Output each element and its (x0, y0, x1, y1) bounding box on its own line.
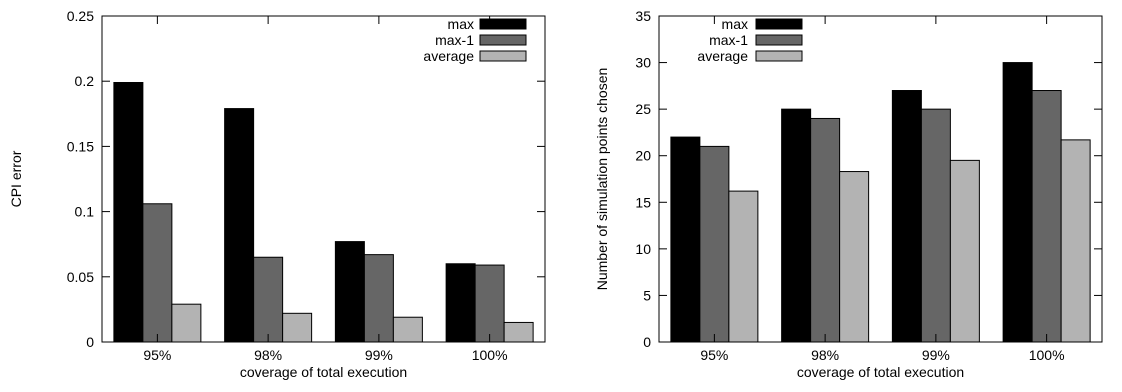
bar-average-99% (392, 316, 423, 343)
y-tick-label: 30 (635, 55, 651, 71)
legend-label-max-1: max-1 (435, 32, 474, 48)
y-axis-label: CPI error (8, 150, 24, 207)
legend-label-average: average (423, 48, 474, 64)
y-tick-label: 0 (86, 334, 94, 350)
bar-max-99% (891, 90, 922, 343)
bar-average-100% (503, 321, 534, 343)
bar-max-100% (445, 263, 476, 343)
bar-max-95% (670, 136, 701, 343)
bar-max-1-95% (699, 145, 730, 343)
legend-swatch-average (755, 50, 803, 62)
x-axis-label: coverage of total execution (240, 364, 407, 380)
y-tick-label: 20 (635, 148, 651, 164)
y-tick-label: 10 (635, 241, 651, 257)
x-axis-label: coverage of total execution (797, 364, 964, 380)
bar-max-1-99% (363, 254, 394, 343)
legend-swatch-average (479, 50, 527, 62)
bar-max-98% (781, 108, 812, 343)
chart-1: 0 0.05 0.1 0.15 0.2 0.25 95% 98% 99% 100% coverage… (8, 8, 546, 380)
bar-max-99% (334, 241, 365, 343)
y-tick-label: 0.05 (67, 269, 94, 285)
y-tick-label: 15 (635, 194, 651, 210)
x-tick-label: 98% (811, 347, 839, 363)
y-tick-label: 0.25 (67, 8, 94, 24)
legend-label-average: average (697, 48, 748, 64)
legend-label-max: max (722, 16, 748, 32)
x-tick-label: 99% (365, 347, 393, 363)
y-tick-label: 25 (635, 101, 651, 117)
x-tick-label: 100% (1029, 347, 1065, 363)
bar-average-100% (1060, 139, 1091, 343)
x-tick-label: 95% (700, 347, 728, 363)
bar-max-1-98% (253, 256, 284, 343)
x-tick-label: 100% (472, 347, 508, 363)
bar-max-1-100% (1031, 90, 1062, 343)
bar-max-1-100% (474, 264, 505, 343)
plot-frame (101, 15, 546, 343)
legend-swatch-max (479, 18, 527, 30)
chart-2: 0 5 10 15 20 25 30 35 95% 98% 99% 100% coverage of t… (594, 8, 1103, 380)
bar-average-99% (949, 159, 980, 343)
legend-label-max-1: max-1 (709, 32, 748, 48)
y-tick-label: 0 (643, 334, 651, 350)
x-tick-label: 99% (922, 347, 950, 363)
bar-average-95% (728, 190, 759, 343)
y-tick-label: 0.2 (75, 73, 95, 89)
y-tick-label: 5 (643, 287, 651, 303)
bar-max-1-95% (142, 203, 173, 343)
bar-max-1-98% (810, 117, 841, 343)
bar-average-95% (171, 303, 202, 343)
legend-swatch-max (755, 18, 803, 30)
y-axis-label: Number of simulation points chosen (594, 68, 610, 291)
bar-max-95% (113, 82, 144, 343)
x-tick-label: 98% (254, 347, 282, 363)
y-tick-label: 0.1 (75, 204, 95, 220)
legend-label-max: max (448, 16, 474, 32)
bar-max-1-99% (920, 108, 951, 343)
plot-frame (658, 15, 1103, 343)
x-tick-label: 95% (143, 347, 171, 363)
legend-swatch-max-1 (479, 34, 527, 46)
y-tick-label: 35 (635, 8, 651, 24)
legend-swatch-max-1 (755, 34, 803, 46)
y-tick-label: 0.15 (67, 138, 94, 154)
bar-average-98% (839, 171, 870, 343)
bar-max-100% (1002, 62, 1033, 343)
bar-max-98% (224, 108, 255, 343)
bar-average-98% (282, 312, 313, 343)
